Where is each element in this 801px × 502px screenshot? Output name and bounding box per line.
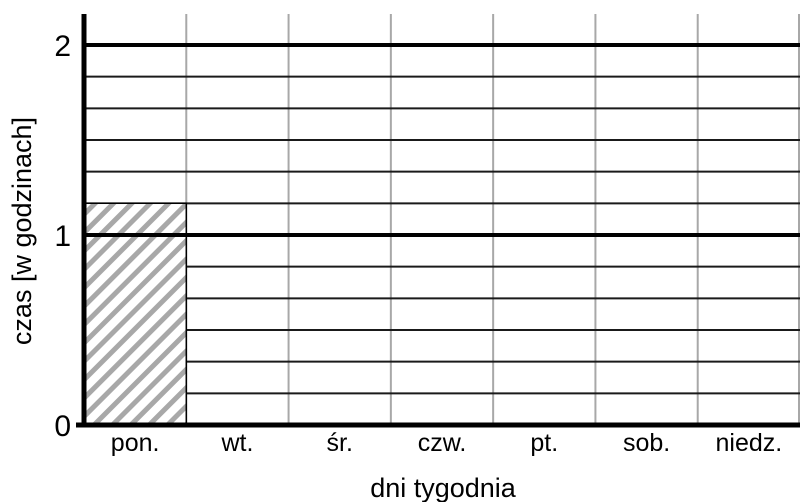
x-tick-label: pon. (111, 429, 160, 457)
y-tick-label: 2 (54, 30, 71, 63)
x-tick-label: śr. (327, 429, 353, 457)
axes (76, 14, 800, 428)
y-tick-label: 0 (54, 410, 71, 443)
bars (83, 202, 800, 426)
x-axis-title: dni tygodnia (370, 473, 517, 502)
x-tick-label: czw. (418, 429, 467, 457)
labels: dni tygodnia czas [w godzinach] 0 1 2 pon. w… (7, 30, 782, 502)
x-tick-label: sob. (623, 429, 670, 457)
grid (84, 14, 800, 425)
bar-pon (83, 202, 188, 426)
y-tick-label: 1 (54, 220, 71, 253)
x-tick-label: niedz. (715, 429, 782, 457)
x-tick-label: wt. (220, 429, 253, 457)
x-tick-label: pt. (530, 429, 558, 457)
y-axis-title: czas [w godzinach] (7, 117, 37, 345)
